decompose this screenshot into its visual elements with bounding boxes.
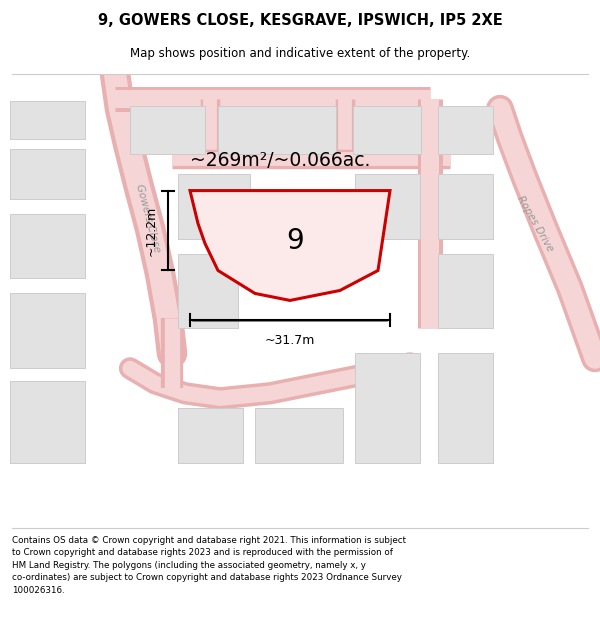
Bar — [130, 106, 205, 154]
Text: Gowers Close: Gowers Close — [134, 183, 162, 254]
Bar — [178, 174, 250, 239]
Bar — [10, 149, 85, 199]
Bar — [10, 214, 85, 279]
Text: Ropes Drive: Ropes Drive — [515, 194, 555, 253]
Bar — [353, 106, 421, 154]
Text: ~31.7m: ~31.7m — [265, 334, 315, 348]
Bar — [355, 174, 420, 239]
Bar — [438, 254, 493, 328]
Bar — [218, 106, 336, 154]
Bar — [355, 353, 420, 463]
Bar — [438, 174, 493, 239]
Text: ~269m²/~0.066ac.: ~269m²/~0.066ac. — [190, 151, 370, 170]
Bar — [10, 101, 85, 139]
Text: 9: 9 — [286, 226, 304, 254]
Bar — [178, 408, 243, 463]
Bar — [438, 106, 493, 154]
Text: Map shows position and indicative extent of the property.: Map shows position and indicative extent… — [130, 47, 470, 59]
Bar — [10, 294, 85, 368]
Bar — [178, 254, 238, 328]
Bar — [438, 353, 493, 463]
Text: ~12.2m: ~12.2m — [145, 206, 158, 256]
Text: Contains OS data © Crown copyright and database right 2021. This information is : Contains OS data © Crown copyright and d… — [12, 536, 406, 595]
Bar — [255, 408, 343, 463]
Text: 9, GOWERS CLOSE, KESGRAVE, IPSWICH, IP5 2XE: 9, GOWERS CLOSE, KESGRAVE, IPSWICH, IP5 … — [98, 13, 502, 28]
Polygon shape — [190, 191, 390, 301]
Bar — [10, 381, 85, 463]
